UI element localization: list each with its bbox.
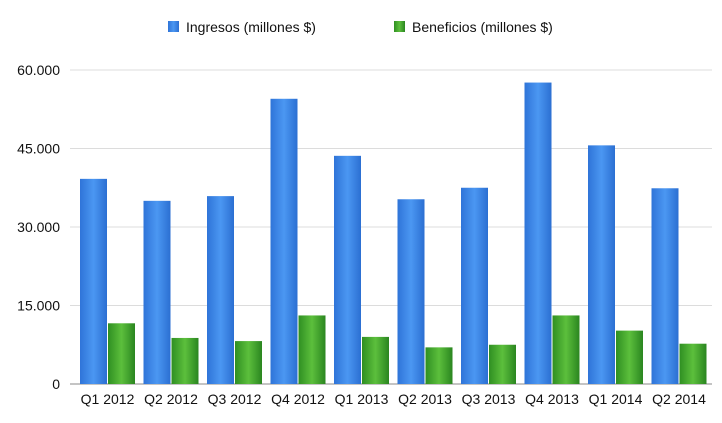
- bar-ingresos: [207, 196, 234, 384]
- bar-ingresos: [651, 188, 679, 384]
- bar-beneficios: [171, 337, 199, 384]
- bar-ingresos: [588, 145, 615, 384]
- y-tick-label: 0: [52, 376, 60, 392]
- bars: [80, 82, 707, 385]
- bar-beneficios: [235, 341, 262, 384]
- bar-beneficios: [108, 323, 135, 384]
- x-tick-label: Q3 2012: [208, 391, 262, 407]
- x-tick-label: Q2 2014: [652, 391, 706, 407]
- y-tick-label: 45.000: [17, 141, 60, 157]
- x-tick-label: Q3 2013: [462, 391, 516, 407]
- x-axis: Q1 2012 Q2 2012 Q3 2012 Q4 2012 Q1 2013 Q2 20…: [81, 391, 706, 407]
- bar-beneficios: [679, 343, 707, 384]
- bar-beneficios: [489, 344, 516, 384]
- y-tick-label: 60.000: [17, 62, 60, 78]
- bar-beneficios: [425, 347, 453, 384]
- bar-ingresos: [461, 187, 488, 384]
- bar-ingresos: [270, 98, 298, 385]
- bar-beneficios: [298, 315, 326, 384]
- y-tick-label: 15.000: [17, 298, 60, 314]
- legend-swatch: [168, 21, 179, 32]
- legend-swatch: [394, 21, 405, 32]
- x-tick-label: Q2 2013: [398, 391, 452, 407]
- bar-ingresos: [143, 200, 171, 384]
- x-tick-label: Q1 2012: [81, 391, 135, 407]
- bar-beneficios: [362, 336, 389, 384]
- y-tick-label: 30.000: [17, 219, 60, 235]
- x-tick-label: Q4 2013: [525, 391, 579, 407]
- x-tick-label: Q1 2013: [335, 391, 389, 407]
- bar-beneficios: [616, 330, 643, 384]
- bar-ingresos: [80, 178, 107, 384]
- bar-ingresos: [397, 199, 425, 384]
- x-tick-label: Q4 2012: [271, 391, 325, 407]
- legend: Ingresos (millones $) Beneficios (millone…: [168, 19, 553, 35]
- bar-ingresos: [334, 155, 361, 384]
- x-tick-label: Q2 2012: [144, 391, 198, 407]
- legend-label: Beneficios (millones $): [412, 19, 553, 35]
- legend-label: Ingresos (millones $): [186, 19, 316, 35]
- bar-ingresos: [524, 82, 552, 384]
- bar-beneficios: [552, 315, 580, 384]
- y-axis: 0 15.000 30.000 45.000 60.000: [17, 62, 60, 392]
- x-tick-label: Q1 2014: [589, 391, 643, 407]
